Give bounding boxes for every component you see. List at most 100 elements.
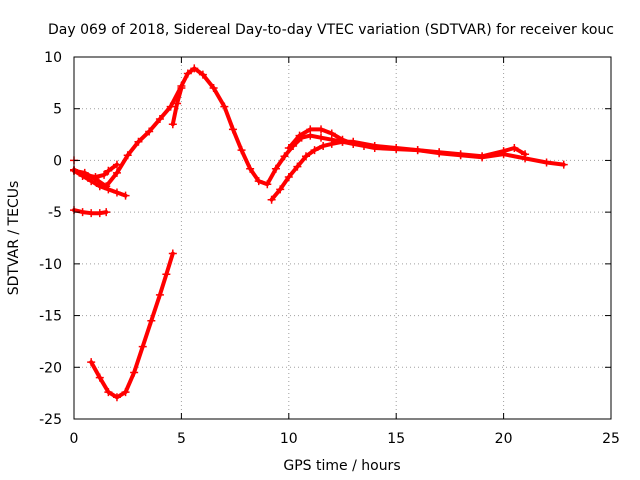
data-point	[183, 69, 192, 78]
data-point	[499, 147, 508, 156]
tick-labels: 0 5 10 15 20 25 -25 -20 -15 -10 -5 0 5 10	[39, 50, 620, 447]
x-tick-label: 20	[495, 431, 513, 447]
data-point	[80, 170, 89, 179]
data-point	[134, 137, 143, 146]
data-point	[284, 172, 293, 181]
data-point	[138, 342, 147, 351]
data-point	[276, 185, 285, 194]
series-line	[72, 66, 566, 189]
data-point	[112, 393, 121, 402]
data-point	[306, 125, 315, 134]
data-point	[91, 172, 100, 181]
data-point	[104, 388, 113, 397]
data-point	[95, 373, 104, 382]
data-point	[435, 148, 444, 157]
data-point	[155, 290, 164, 299]
data-point	[280, 152, 289, 161]
data-point	[220, 102, 229, 111]
x-axis-label: GPS time / hours	[283, 458, 400, 474]
data-point	[123, 151, 132, 160]
data-point	[95, 209, 104, 218]
data-point	[190, 64, 199, 73]
data-point	[319, 141, 328, 150]
data-point	[271, 164, 280, 173]
grid	[74, 57, 611, 419]
data-point	[209, 84, 218, 93]
data-point	[478, 152, 487, 161]
series-line	[89, 251, 175, 400]
y-axis-label: SDTVAR / TECUs	[6, 181, 22, 296]
data-point	[510, 144, 519, 153]
series-deep-u	[87, 249, 177, 402]
x-tick-label: 25	[602, 431, 620, 447]
data-point	[198, 70, 207, 79]
data-point	[87, 177, 96, 186]
data-point	[542, 158, 551, 167]
plot-frame	[73, 56, 612, 420]
data-point	[87, 358, 96, 367]
data-point	[228, 125, 237, 134]
data-point	[263, 180, 272, 189]
data-point	[413, 146, 422, 155]
series-line	[72, 162, 119, 179]
series-flat-minus5	[70, 206, 111, 218]
data-point	[310, 146, 319, 155]
data-point	[168, 249, 177, 258]
data-point	[100, 170, 109, 179]
tick-marks	[73, 56, 612, 420]
x-tick-label: 15	[387, 431, 405, 447]
y-tick-label: -25	[39, 412, 62, 428]
y-tick-label: 5	[53, 102, 62, 118]
series-upper-bump	[284, 125, 358, 153]
data-point	[102, 208, 111, 217]
data-point	[267, 195, 276, 204]
data-point	[162, 270, 171, 279]
data-point	[327, 129, 336, 138]
data-series	[70, 64, 568, 402]
data-point	[95, 182, 104, 191]
data-point	[177, 84, 186, 93]
data-point	[112, 160, 121, 169]
data-point	[338, 135, 347, 144]
data-point	[295, 131, 304, 140]
y-tick-label: 10	[44, 50, 62, 66]
data-point	[121, 191, 130, 200]
data-point	[112, 168, 121, 177]
data-point	[166, 102, 175, 111]
x-tick-label: 5	[177, 431, 186, 447]
data-point	[237, 146, 246, 155]
data-point	[121, 388, 130, 397]
data-point	[317, 125, 326, 134]
data-point	[168, 120, 177, 129]
y-tick-label: 0	[53, 153, 62, 169]
data-point	[301, 152, 310, 161]
data-point	[559, 160, 568, 169]
chart-title: Day 069 of 2018, Sidereal Day-to-day VTE…	[48, 22, 614, 38]
data-point	[317, 133, 326, 142]
data-point	[155, 115, 164, 124]
data-point	[104, 185, 113, 194]
y-tick-label: -10	[39, 257, 62, 273]
data-point	[104, 166, 113, 175]
series-main-arc	[70, 64, 568, 191]
data-point	[521, 150, 530, 159]
y-tick-label: -5	[48, 205, 62, 221]
x-tick-label: 0	[70, 431, 79, 447]
y-tick-label: -20	[39, 360, 62, 376]
data-point	[327, 139, 336, 148]
data-point	[254, 177, 263, 186]
data-point	[145, 127, 154, 136]
series-lower-arc	[267, 137, 530, 204]
data-point	[130, 368, 139, 377]
data-point	[349, 139, 358, 148]
data-point	[370, 141, 379, 150]
data-point	[246, 164, 255, 173]
series-steep-rise	[168, 84, 186, 129]
data-point	[112, 188, 121, 197]
data-point	[147, 316, 156, 325]
data-point	[87, 209, 96, 218]
data-point	[293, 162, 302, 171]
data-point	[284, 144, 293, 153]
y-tick-label: -15	[39, 309, 62, 325]
